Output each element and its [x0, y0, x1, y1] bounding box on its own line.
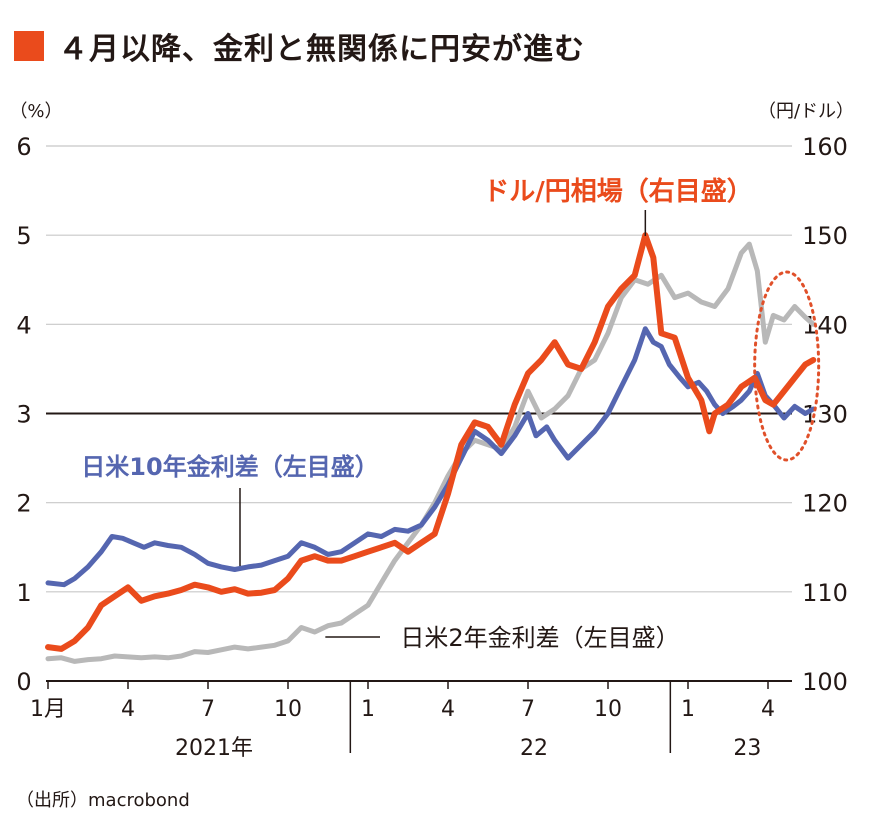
right-y-tick-label: 160	[802, 133, 848, 161]
year-label: 23	[733, 736, 761, 761]
left-y-tick-label: 2	[16, 490, 31, 518]
spread10y-series-label: 日米10年金利差（左目盛）	[81, 453, 378, 481]
right-y-tick-label: 100	[802, 668, 848, 696]
chart-title: ４月以降、金利と無関係に円安が進む	[58, 32, 585, 67]
x-tick-label: 4	[441, 697, 455, 722]
left-y-tick-label: 6	[16, 133, 31, 161]
usdjpy-series-label: ドル/円相場（右目盛）	[483, 176, 753, 207]
x-tick-label: 7	[201, 697, 215, 722]
title-marker-square	[14, 31, 44, 61]
left-y-tick-label: 1	[16, 579, 31, 607]
right-y-tick-label: 120	[802, 490, 848, 518]
year-label: 22	[520, 736, 548, 761]
spread2y-series-label: 日米2年金利差（左目盛）	[400, 624, 679, 652]
x-tick-label: 1月	[30, 697, 66, 722]
right-y-tick-label: 140	[802, 311, 848, 339]
left-y-tick-label: 3	[16, 401, 31, 429]
right-y-tick-label: 150	[802, 222, 848, 250]
source-note: （出所）macrobond	[16, 790, 190, 811]
left-y-tick-label: 0	[16, 668, 31, 696]
x-tick-label: 10	[274, 697, 302, 722]
left-y-tick-label: 4	[16, 311, 31, 339]
x-tick-label: 1	[361, 697, 375, 722]
series-line-spread-2y	[45, 241, 816, 664]
x-tick-label: 7	[521, 697, 535, 722]
x-tick-label: 1	[681, 697, 695, 722]
x-tick-label: 4	[121, 697, 135, 722]
right-y-tick-label: 110	[802, 579, 848, 607]
right-y-tick-label: 130	[802, 401, 848, 429]
chart-title-row: ４月以降、金利と無関係に円安が進む	[14, 20, 585, 72]
x-tick-label: 10	[594, 697, 622, 722]
right-axis-unit: （円/ドル）	[758, 101, 854, 122]
left-y-tick-label: 5	[16, 222, 31, 250]
year-label: 2021年	[175, 736, 253, 761]
series-line-usdjpy	[45, 232, 817, 652]
left-axis-unit: （%）	[9, 101, 62, 122]
x-tick-label: 4	[761, 697, 775, 722]
series-line-spread-10y	[45, 326, 816, 588]
highlight-ellipse	[753, 270, 821, 462]
